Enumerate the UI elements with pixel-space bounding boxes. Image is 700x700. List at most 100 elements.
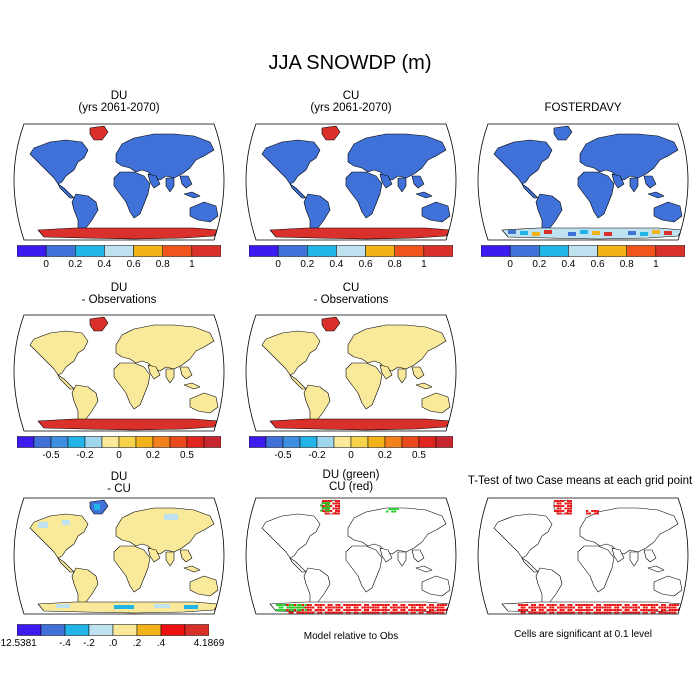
- significant-cell: [320, 509, 323, 512]
- significant-cell: [586, 510, 589, 512]
- significant-cell: [642, 609, 646, 611]
- significant-cell: [431, 611, 434, 614]
- land-australia: [653, 575, 683, 597]
- significant-cell: [382, 609, 385, 611]
- colorbar-box: [401, 436, 420, 448]
- land-africa: [113, 362, 151, 410]
- colorbar-svg: [249, 436, 453, 448]
- significant-cell: [337, 512, 340, 515]
- significant-cell: [325, 502, 328, 504]
- significant-cell: [653, 611, 656, 614]
- land-northAmerica: [29, 139, 89, 185]
- map-ttest: [468, 488, 698, 618]
- significant-cell: [322, 500, 325, 502]
- significant-cell: [291, 609, 294, 611]
- significant-cell: [572, 606, 575, 609]
- map-fosterdavy: [468, 114, 698, 244]
- land-australia: [421, 201, 451, 223]
- panel-title-line1: DU (green): [322, 469, 380, 481]
- antarctica-patch: [580, 230, 588, 234]
- colorbar-box: [17, 436, 35, 448]
- significant-cell: [624, 611, 627, 614]
- difference-patch: [164, 514, 178, 520]
- significant-cell: [353, 606, 356, 609]
- panel-title-line1: DU: [110, 471, 128, 483]
- significant-cell: [400, 609, 403, 611]
- colorbar-svg: [17, 436, 221, 448]
- significant-cell: [395, 606, 398, 609]
- significant-cell: [541, 609, 544, 611]
- colorbar-tick-label: 0.2: [532, 259, 547, 270]
- land-eurasia: [115, 324, 215, 372]
- colorbar-box: [282, 436, 301, 448]
- significant-cell: [650, 611, 653, 614]
- colorbar-box: [135, 436, 154, 448]
- map-frame: [245, 314, 457, 432]
- significant-cell: [588, 512, 591, 515]
- significant-cell: [335, 505, 338, 507]
- colorbar-tick-label: 0.6: [358, 259, 373, 270]
- map-svg: [13, 497, 225, 615]
- significant-cell: [338, 606, 341, 609]
- significant-cell: [294, 606, 297, 609]
- colorbar-tick-label: 0.6: [126, 259, 141, 270]
- land-seAsia: [643, 175, 657, 189]
- significant-cell: [413, 604, 416, 606]
- significant-cell: [423, 609, 427, 611]
- significant-cell: [593, 611, 596, 614]
- land-seAsia: [179, 175, 193, 189]
- significant-cell: [632, 611, 635, 614]
- significant-cell: [429, 609, 432, 611]
- land-seAsia: [179, 549, 193, 563]
- colorbar-box: [101, 436, 120, 448]
- land-india: [397, 177, 407, 193]
- panel-title-line2: (yrs 2061-2070): [78, 102, 160, 114]
- significant-cell: [366, 611, 369, 614]
- significant-cell: [442, 609, 445, 611]
- significant-cell: [536, 606, 539, 609]
- land-arabia: [147, 173, 161, 189]
- significant-cell: [434, 611, 437, 614]
- colorbar-box: [133, 245, 163, 257]
- significant-cell: [329, 500, 333, 502]
- land-greenland: [321, 125, 341, 141]
- land-antarctica: [37, 418, 219, 431]
- significant-cell: [635, 606, 638, 609]
- significant-cell: [586, 512, 589, 515]
- figure-title: JJA SNOWDP (m): [268, 52, 432, 74]
- significant-cell: [525, 604, 529, 606]
- map-svg: [13, 314, 225, 432]
- significant-cell: [361, 611, 364, 614]
- significant-cell: [392, 611, 395, 614]
- significant-cell: [356, 609, 359, 611]
- significant-cell: [390, 606, 393, 609]
- colorbar-box: [365, 245, 395, 257]
- significant-cell: [570, 609, 573, 611]
- significant-cell: [395, 611, 398, 614]
- antarctica-patch: [604, 232, 612, 236]
- significant-cell: [335, 510, 338, 512]
- significant-cell: [564, 507, 567, 510]
- significant-cell: [356, 611, 359, 614]
- significant-cell: [583, 609, 586, 611]
- significant-cell: [580, 604, 583, 606]
- significant-cell: [281, 606, 284, 609]
- significant-cell: [596, 512, 599, 515]
- significant-cell: [622, 611, 625, 614]
- land-greenland: [89, 125, 109, 141]
- significant-cell: [611, 604, 614, 606]
- colorbar-box: [626, 245, 657, 257]
- panel-title-line2: - CU: [107, 483, 131, 495]
- significant-cell: [353, 604, 356, 606]
- land-centralAmerica: [57, 183, 75, 199]
- land-northAmerica: [261, 139, 321, 185]
- colorbar-box: [64, 624, 90, 636]
- significant-cell: [580, 611, 583, 614]
- land-eurasia: [115, 133, 215, 181]
- significant-cell: [400, 611, 403, 614]
- significant-cell: [371, 606, 375, 609]
- difference-patch: [94, 504, 100, 510]
- significant-cell: [663, 604, 666, 606]
- significant-cell: [345, 611, 349, 614]
- significant-cell: [650, 606, 653, 609]
